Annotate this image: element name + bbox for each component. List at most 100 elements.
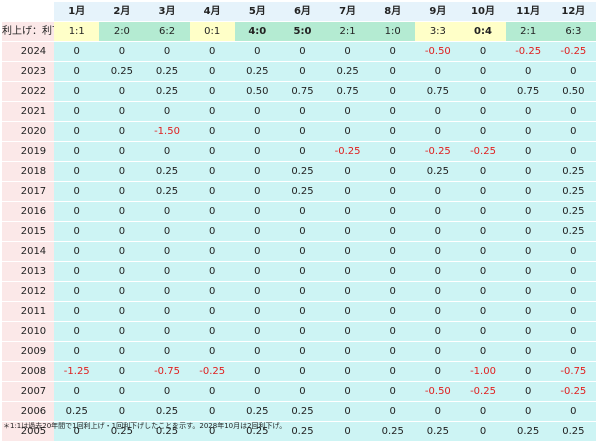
ratio-cell: 0:1 bbox=[189, 21, 235, 42]
value-cell: 0 bbox=[144, 321, 190, 342]
value-cell: 0 bbox=[325, 261, 371, 282]
value-cell: 0 bbox=[279, 141, 326, 162]
value-cell: -0.75 bbox=[550, 361, 596, 382]
value-cell: -0.50 bbox=[415, 381, 461, 402]
value-cell: 0 bbox=[460, 241, 506, 262]
value-cell: 0 bbox=[325, 341, 371, 362]
value-cell: 0 bbox=[505, 141, 551, 162]
value-cell: 0 bbox=[99, 101, 145, 122]
value-cell: -0.25 bbox=[505, 41, 551, 62]
value-cell: 0 bbox=[415, 101, 461, 122]
value-cell: 0 bbox=[279, 361, 326, 382]
value-cell: 0 bbox=[99, 361, 145, 382]
value-cell: 0 bbox=[189, 341, 235, 362]
value-cell: 0 bbox=[415, 301, 461, 322]
value-cell: 0.25 bbox=[99, 61, 145, 82]
value-cell: 0 bbox=[144, 341, 190, 362]
value-cell: 0 bbox=[370, 281, 416, 302]
value-cell: 0 bbox=[460, 41, 506, 62]
year-cell: 2018 bbox=[2, 161, 55, 182]
value-cell: 0 bbox=[370, 121, 416, 142]
value-cell: 0 bbox=[234, 141, 280, 162]
value-cell: 0.25 bbox=[550, 201, 596, 222]
value-cell: 0 bbox=[325, 221, 371, 242]
value-cell: 0 bbox=[415, 361, 461, 382]
value-cell: 0 bbox=[189, 161, 235, 182]
value-cell: 0.25 bbox=[415, 421, 461, 442]
value-cell: 0.25 bbox=[550, 221, 596, 242]
value-cell: 0 bbox=[144, 101, 190, 122]
value-cell: 0 bbox=[370, 41, 416, 62]
value-cell: 0 bbox=[460, 101, 506, 122]
value-cell: 0 bbox=[54, 341, 100, 362]
value-cell: 0 bbox=[234, 201, 280, 222]
value-cell: 0 bbox=[234, 341, 280, 362]
value-cell: 0 bbox=[325, 421, 371, 442]
value-cell: 0 bbox=[144, 241, 190, 262]
year-cell: 2013 bbox=[2, 261, 55, 282]
value-cell: 0 bbox=[415, 261, 461, 282]
value-cell: 0 bbox=[189, 81, 235, 102]
value-cell: 0 bbox=[460, 81, 506, 102]
value-cell: 0 bbox=[505, 381, 551, 402]
value-cell: 0 bbox=[234, 381, 280, 402]
table-row: 2011 0 0 0 0 0 0 0 0 0 0 0 0 bbox=[2, 301, 596, 322]
value-cell: 0 bbox=[460, 421, 506, 442]
value-cell: 0 bbox=[234, 361, 280, 382]
value-cell: 0 bbox=[189, 61, 235, 82]
value-cell: 0 bbox=[325, 121, 371, 142]
table-row: 2024 0 0 0 0 0 0 0 0 -0.50 0 -0.25 -0.25 bbox=[2, 41, 596, 62]
value-cell: 0 bbox=[415, 61, 461, 82]
month-header: 12月 bbox=[550, 2, 596, 22]
value-cell: 0 bbox=[460, 181, 506, 202]
value-cell: -0.25 bbox=[550, 381, 596, 402]
year-cell: 2011 bbox=[2, 301, 55, 322]
value-cell: -0.25 bbox=[325, 141, 371, 162]
year-cell: 2017 bbox=[2, 181, 55, 202]
value-cell: 0 bbox=[189, 141, 235, 162]
value-cell: 0 bbox=[54, 321, 100, 342]
ratio-cell: 1:1 bbox=[54, 21, 100, 42]
table-row: 2018 0 0 0.25 0 0 0.25 0 0 0.25 0 0 0.25 bbox=[2, 161, 596, 182]
table-row: 2022 0 0 0.25 0 0.50 0.75 0.75 0 0.75 0 0.75 0.50 bbox=[2, 81, 596, 102]
ratio-cell: 0:4 bbox=[460, 21, 506, 42]
value-cell: 0 bbox=[505, 261, 551, 282]
value-cell: 0 bbox=[460, 61, 506, 82]
value-cell: 0 bbox=[415, 201, 461, 222]
table-row: 2012 0 0 0 0 0 0 0 0 0 0 0 0 bbox=[2, 281, 596, 302]
value-cell: -0.75 bbox=[144, 361, 190, 382]
value-cell: 0 bbox=[460, 261, 506, 282]
value-cell: 0 bbox=[505, 321, 551, 342]
value-cell: 0 bbox=[279, 41, 326, 62]
value-cell: 0 bbox=[54, 161, 100, 182]
ratio-cell: 2:1 bbox=[505, 21, 551, 42]
value-cell: 0 bbox=[505, 401, 551, 422]
month-header: 7月 bbox=[325, 2, 371, 22]
value-cell: 0 bbox=[505, 101, 551, 122]
value-cell: 0 bbox=[325, 361, 371, 382]
year-cell: 2023 bbox=[2, 61, 55, 82]
table-row: 2023 0 0.25 0.25 0 0.25 0 0.25 0 0 0 0 0 bbox=[2, 61, 596, 82]
value-cell: -0.25 bbox=[550, 41, 596, 62]
month-header: 6月 bbox=[279, 2, 326, 22]
value-cell: 0 bbox=[325, 381, 371, 402]
value-cell: 0 bbox=[144, 201, 190, 222]
value-cell: 0 bbox=[279, 121, 326, 142]
value-cell: 0 bbox=[54, 81, 100, 102]
table-row: 2015 0 0 0 0 0 0 0 0 0 0 0 0.25 bbox=[2, 221, 596, 242]
year-cell: 2007 bbox=[2, 381, 55, 402]
value-cell: 0 bbox=[325, 321, 371, 342]
value-cell: 0 bbox=[99, 201, 145, 222]
value-cell: 0 bbox=[279, 281, 326, 302]
value-cell: 0 bbox=[415, 281, 461, 302]
value-cell: 0 bbox=[550, 241, 596, 262]
value-cell: 0 bbox=[370, 341, 416, 362]
value-cell: -0.25 bbox=[415, 141, 461, 162]
value-cell: 0 bbox=[189, 261, 235, 282]
year-cell: 2024 bbox=[2, 41, 55, 62]
value-cell: 0 bbox=[460, 221, 506, 242]
value-cell: 0 bbox=[54, 201, 100, 222]
value-cell: 0 bbox=[144, 141, 190, 162]
value-cell: 0 bbox=[189, 121, 235, 142]
